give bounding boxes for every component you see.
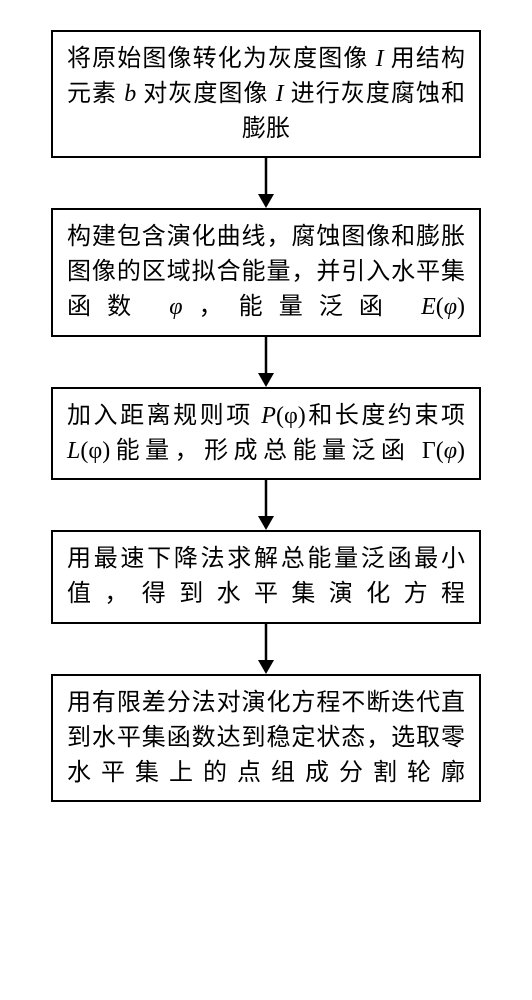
flow-arrow [51,480,481,530]
flowchart-container: 将原始图像转化为灰度图像 I 用结构元素 b 对灰度图像 I 进行灰度腐蚀和膨胀… [51,30,481,802]
flow-node-2: 构建包含演化曲线，腐蚀图像和膨胀图像的区域拟合能量，并引入水平集函数 φ，能量泛… [51,208,481,336]
flow-arrow [51,158,481,208]
flow-node-5: 用有限差分法对演化方程不断迭代直到水平集函数达到稳定状态，选取零水平集上的点组成… [51,674,481,802]
flow-arrow [51,337,481,387]
node-text: 用最速下降法求解总能量泛函最小值，得到水平集演化方程 [67,546,465,607]
flow-node-1: 将原始图像转化为灰度图像 I 用结构元素 b 对灰度图像 I 进行灰度腐蚀和膨胀 [51,30,481,158]
flow-node-3: 加入距离规则项 P(φ)和长度约束项 L(φ)能量，形成总能量泛函 Γ(φ) [51,387,481,481]
node-text: 构建包含演化曲线，腐蚀图像和膨胀图像的区域拟合能量，并引入水平集函数 φ，能量泛… [67,224,465,320]
node-text: 用有限差分法对演化方程不断迭代直到水平集函数达到稳定状态，选取零水平集上的点组成… [67,690,465,786]
node-text: 将原始图像转化为灰度图像 I 用结构元素 b 对灰度图像 I 进行灰度腐蚀和膨胀 [67,46,465,142]
flow-node-4: 用最速下降法求解总能量泛函最小值，得到水平集演化方程 [51,530,481,624]
flow-arrow [51,624,481,674]
node-text: 加入距离规则项 P(φ)和长度约束项 L(φ)能量，形成总能量泛函 Γ(φ) [67,403,465,464]
